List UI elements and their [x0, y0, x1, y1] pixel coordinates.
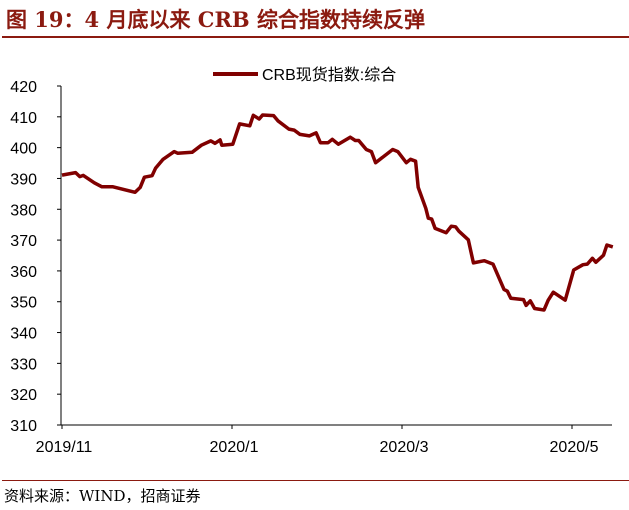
- y-tick-label: 370: [10, 233, 37, 250]
- y-tick-label: 380: [10, 202, 37, 219]
- source-note: 资料来源：WIND，招商证券: [4, 487, 201, 505]
- footer-rule: [2, 480, 629, 481]
- y-tick-label: 310: [10, 418, 37, 435]
- y-tick-label: 410: [10, 110, 37, 127]
- line-chart: 310 320 330 340 350 360 370 380 390 400 410 420 2019…: [10, 66, 614, 456]
- x-tick-label: 2020/3: [380, 439, 429, 456]
- y-tick-label: 350: [10, 295, 37, 312]
- figure-title: 图 19：4 月底以来 CRB 综合指数持续反弹: [6, 7, 425, 32]
- y-tick-label: 330: [10, 356, 37, 373]
- y-tick-label: 400: [10, 141, 37, 158]
- y-tick-label: 360: [10, 264, 37, 281]
- title-rule: [2, 36, 629, 38]
- y-tick-label: 390: [10, 171, 37, 188]
- legend: CRB现货指数:综合: [213, 66, 396, 84]
- y-tick-label: 420: [10, 79, 37, 96]
- x-tick-label: 2020/5: [550, 439, 599, 456]
- series-line-crb: [61, 113, 614, 312]
- x-tick-label: 2019/11: [36, 439, 93, 456]
- y-tick-label: 340: [10, 326, 37, 343]
- y-tick-label: 320: [10, 387, 37, 404]
- x-tick-label: 2020/1: [210, 439, 259, 456]
- legend-label: CRB现货指数:综合: [262, 66, 396, 84]
